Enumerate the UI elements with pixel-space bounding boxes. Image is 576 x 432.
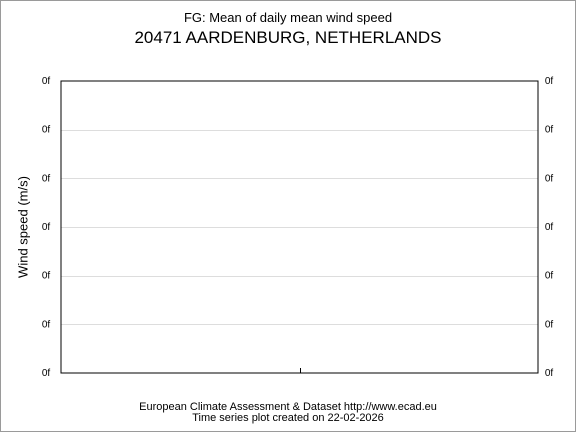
y-tick-label-right: 0f [545, 271, 554, 282]
y-tick-label-right: 0f [545, 125, 554, 136]
y-tick-label-left: 0f [42, 271, 51, 282]
chart-title: FG: Mean of daily mean wind speed [183, 10, 393, 25]
grid-lines [61, 130, 538, 325]
y-tick-label-right: 0f [545, 319, 554, 330]
y-tick-label-left: 0f [42, 76, 51, 87]
y-tick-label-right: 0f [545, 222, 554, 233]
y-tick-label-left: 0f [42, 222, 51, 233]
footer-created: Time series plot created on 22-02-2026 [192, 412, 384, 424]
plot-area [60, 80, 539, 374]
chart-subtitle: 20471 AARDENBURG, NETHERLANDS [134, 28, 442, 47]
y-tick-label-left: 0f [42, 173, 51, 184]
y-tick-label-right: 0f [545, 368, 554, 379]
y-axis-left: 0f 0f 0f 0f 0f 0f 0f [42, 76, 51, 379]
footer-source: European Climate Assessment & Dataset ht… [139, 401, 437, 413]
y-tick-label-right: 0f [545, 76, 554, 87]
y-tick-label-right: 0f [545, 173, 554, 184]
y-axis-right: 0f 0f 0f 0f 0f 0f 0f [545, 76, 554, 379]
y-axis-label: Wind speed (m/s) [16, 176, 31, 278]
y-tick-label-left: 0f [42, 368, 51, 379]
y-tick-label-left: 0f [42, 319, 51, 330]
y-tick-label-left: 0f [42, 125, 51, 136]
